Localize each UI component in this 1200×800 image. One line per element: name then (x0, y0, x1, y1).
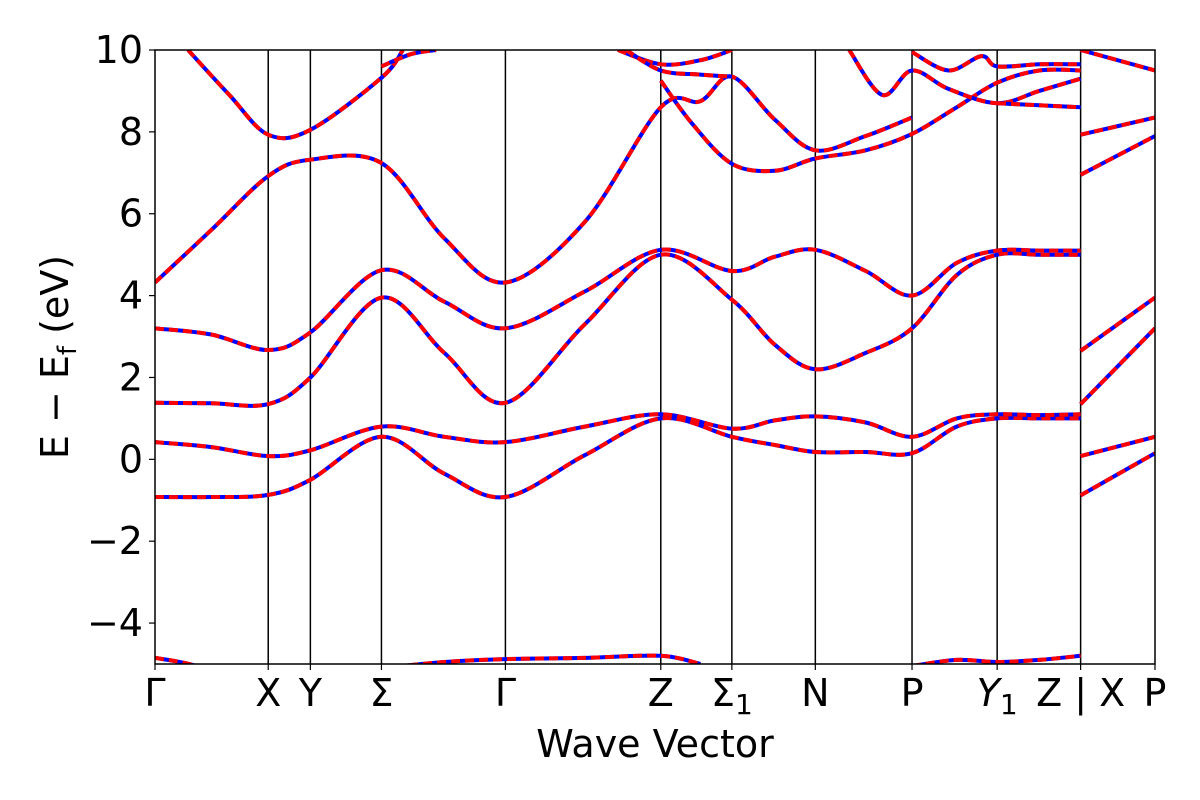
y-axis-label-unit: (eV) (33, 255, 77, 346)
band-line-blue (155, 247, 1081, 353)
band-line-red (155, 412, 1081, 459)
x-tick-label: Z | X (1036, 671, 1125, 716)
y-tick-label: −4 (87, 601, 143, 645)
x-tick-label: Γ (495, 671, 516, 715)
x-tick-label: N (801, 671, 829, 715)
band-line-red (401, 653, 701, 664)
band-line-blue (186, 50, 405, 141)
band-line-red (155, 251, 1081, 408)
y-axis-ticks: 10 8 6 4 2 0 −2 −4 (87, 28, 155, 645)
band-line-red (380, 50, 437, 69)
band-line-blue (155, 415, 1081, 500)
x-tick-label: Y (298, 671, 323, 715)
x-tick-label: Γ (144, 671, 165, 715)
x-tick-label: P (901, 671, 924, 715)
y-tick-label: 6 (119, 192, 143, 236)
x-tick-label: Σ (369, 671, 393, 715)
x-axis-label: Wave Vector (536, 722, 774, 766)
x-tick-label: Z (648, 671, 674, 715)
y-axis-label-sub: f (53, 345, 83, 355)
band-line-red (625, 50, 733, 79)
y-tick-label: 10 (95, 28, 143, 72)
band-line-red (186, 50, 405, 141)
band-line-red (1080, 434, 1155, 459)
band-line-red (155, 247, 1081, 353)
x-tick-label: X (255, 671, 281, 715)
y-tick-label: 0 (119, 437, 143, 481)
plot-frame (154, 49, 1156, 665)
band-line-red (911, 50, 1081, 73)
x-axis-ticks: Γ X Y Σ Γ Z Σ1 N P Y1 Z | X P (144, 664, 1166, 721)
kpoint-divider-lines (267, 50, 1082, 664)
x-tick-label: Y1 (977, 671, 1018, 721)
y-axis-label: E − Ef (eV) (33, 255, 83, 459)
band-line-red (1079, 326, 1155, 406)
band-curves (155, 50, 1155, 664)
y-tick-label: 4 (119, 274, 143, 318)
x-tick-label: Σ1 (711, 671, 753, 721)
band-line-red (996, 101, 1081, 110)
band-line-red (1079, 451, 1155, 498)
band-line-red (1080, 115, 1155, 137)
band-line-red (1079, 134, 1155, 177)
band-line-red (1079, 295, 1155, 353)
y-tick-label: 2 (119, 355, 143, 399)
band-line-red (659, 67, 1081, 174)
y-axis-label-main: E − E (33, 355, 77, 459)
y-tick-label: 8 (119, 110, 143, 154)
band-line-red (847, 50, 1082, 106)
band-line-red (155, 655, 197, 664)
band-line-red (155, 415, 1081, 500)
y-tick-label: −2 (87, 519, 143, 563)
band-line-red (1080, 50, 1155, 73)
band-line-red (155, 74, 913, 285)
x-tick-label: P (1144, 671, 1167, 715)
band-line-red (911, 653, 1081, 664)
band-line-blue (1080, 434, 1155, 459)
band-line-blue (1080, 50, 1155, 73)
